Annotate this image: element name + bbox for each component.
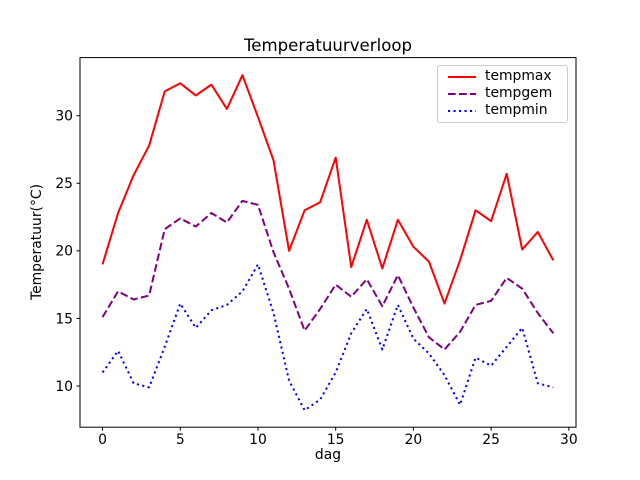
x-tick-label: 10 bbox=[249, 432, 267, 448]
legend: tempmax tempgem tempmin bbox=[437, 65, 568, 123]
y-tick-label: 15 bbox=[55, 311, 73, 327]
legend-sample-solid-line bbox=[448, 76, 476, 79]
legend-label: tempgem bbox=[485, 85, 553, 102]
y-tick-label: 25 bbox=[55, 176, 73, 192]
x-tick-label: 20 bbox=[405, 432, 423, 448]
x-tick-label: 25 bbox=[482, 432, 500, 448]
x-tick-label: 5 bbox=[176, 432, 185, 448]
x-axis-label: dag bbox=[314, 447, 342, 463]
y-tick-label: 30 bbox=[55, 109, 73, 125]
x-tick-label: 30 bbox=[560, 432, 578, 448]
legend-label: tempmin bbox=[485, 101, 548, 118]
chart-title: Temperatuurverloop bbox=[243, 36, 413, 55]
legend-entry-tempmax: tempmax bbox=[448, 69, 567, 86]
legend-sample-dotted-line bbox=[448, 109, 476, 112]
legend-sample-dashed-line bbox=[448, 93, 476, 95]
series-line-tempgem bbox=[101, 199, 555, 351]
x-tick-label: 0 bbox=[98, 432, 107, 448]
y-tick-label: 10 bbox=[55, 379, 73, 395]
legend-label: tempmax bbox=[485, 68, 552, 85]
x-tick-label: 15 bbox=[327, 432, 345, 448]
axes-spines bbox=[79, 57, 577, 428]
series-line-tempmax bbox=[101, 74, 555, 305]
legend-entry-tempmin: tempmin bbox=[448, 102, 567, 119]
series-line-tempmin bbox=[101, 263, 554, 412]
legend-entry-tempgem: tempgem bbox=[448, 86, 567, 103]
y-axis-label: Temperatuur(°C) bbox=[29, 183, 45, 301]
y-tick-label: 20 bbox=[55, 244, 73, 260]
